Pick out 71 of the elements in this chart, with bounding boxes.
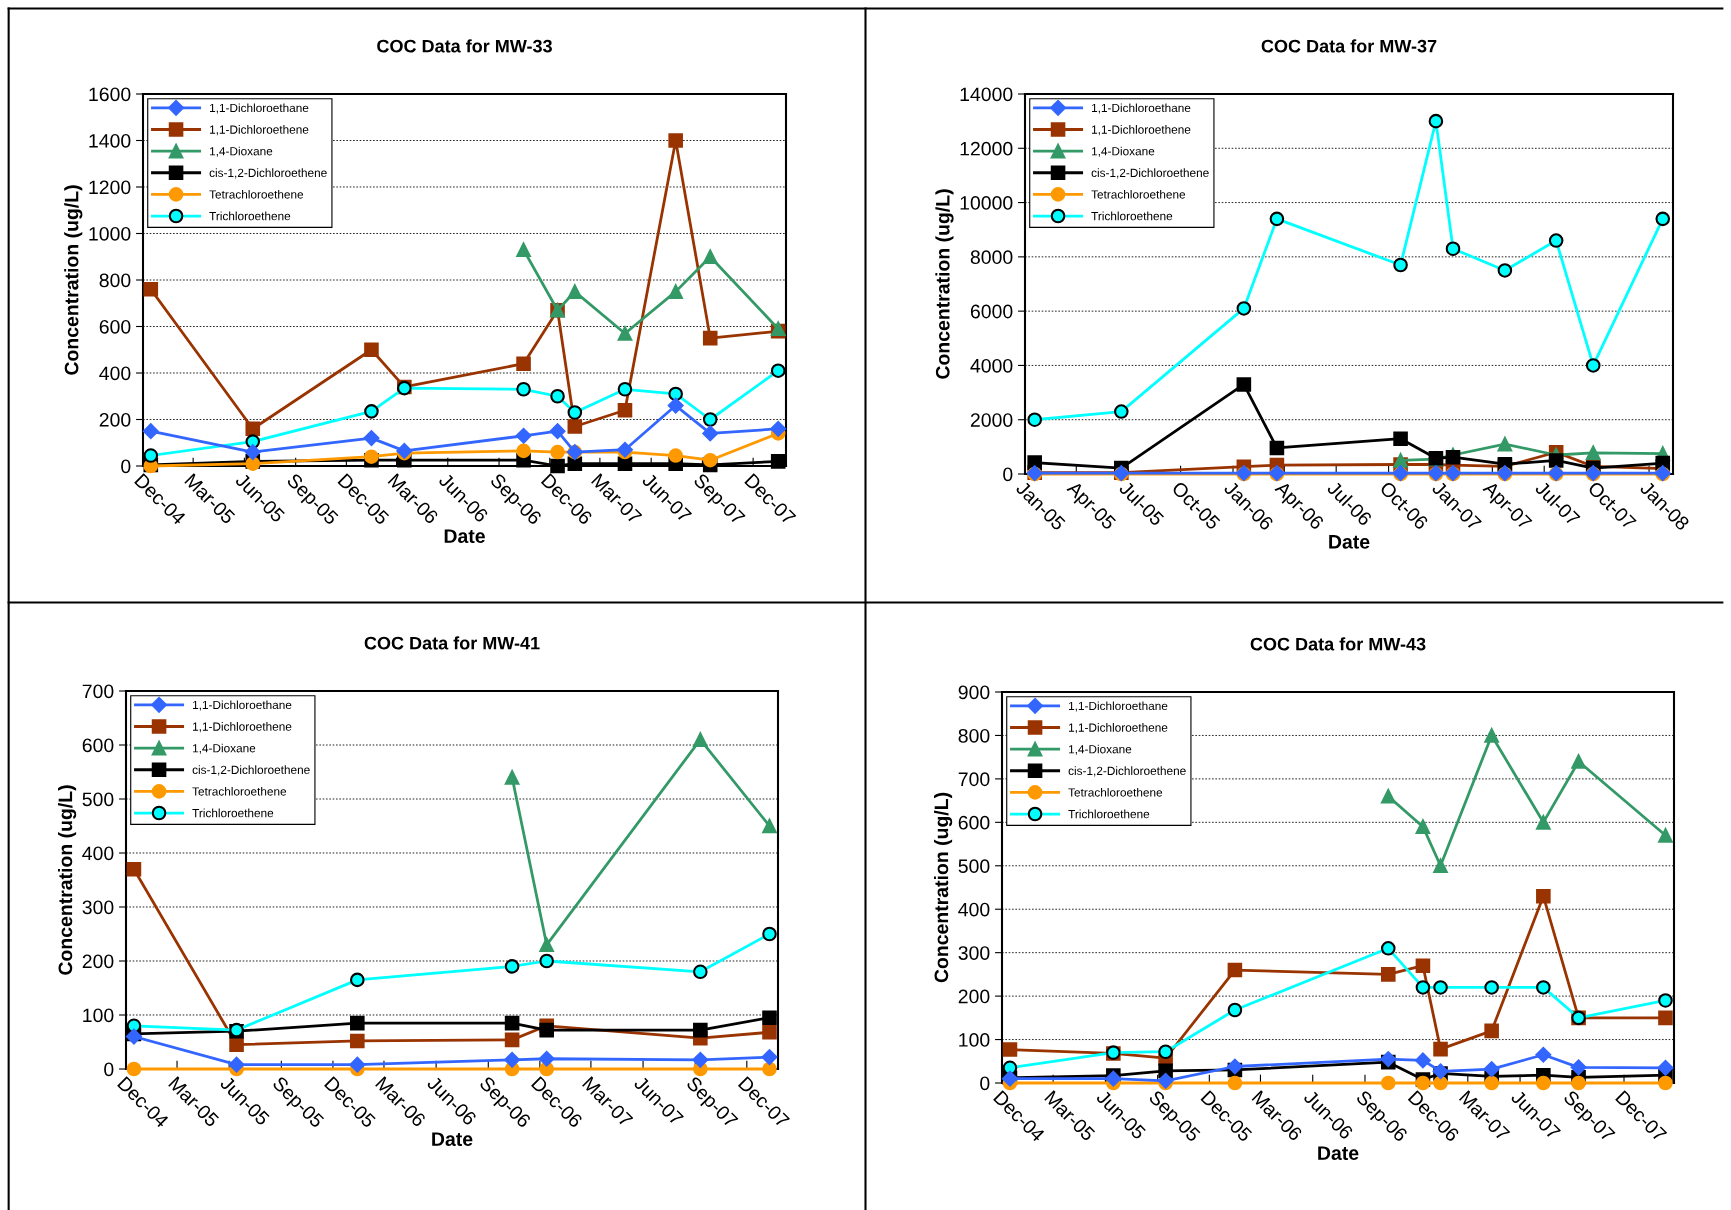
legend-label: Trichloroethene [1091, 211, 1173, 221]
legend-label: 1,1-Dichloroethene [1092, 125, 1191, 136]
y-tick-label: 0 [980, 1076, 990, 1091]
legend-label: Trichloroethene [192, 808, 274, 818]
legend-label: Tetrachloroethene [192, 786, 287, 796]
y-tick-label: 800 [958, 728, 990, 743]
y-tick-label: 12000 [960, 141, 1013, 156]
legend-label: 1,1-Dichloroethene [1069, 723, 1168, 734]
y-tick-label: 8000 [970, 250, 1013, 265]
y-tick-label: 1600 [89, 87, 131, 102]
chart-title: COC Data for MW-41 [364, 636, 540, 650]
legend-label: Trichloroethene [1068, 809, 1150, 819]
x-axis-title: Date [1329, 535, 1370, 549]
y-tick-label: 6000 [970, 304, 1013, 319]
y-tick-label: 100 [959, 1033, 990, 1047]
y-axis-title: Concentration (ug/L) [933, 792, 953, 983]
y-tick-label: 700 [958, 772, 990, 787]
legend-label: 1,4-Dioxane [210, 146, 273, 157]
y-tick-label: 200 [82, 954, 114, 969]
y-tick-label: 400 [958, 902, 990, 917]
y-tick-label: 600 [958, 815, 990, 830]
y-tick-label: 600 [99, 319, 131, 334]
legend-label: Tetrachloroethene [1068, 787, 1163, 797]
y-tick-label: 600 [82, 738, 114, 753]
y-tick-label: 1400 [89, 133, 131, 148]
y-tick-label: 0 [104, 1062, 114, 1077]
chart-title: COC Data for MW-43 [1250, 637, 1426, 651]
legend-label: 1,4-Dioxane [1069, 744, 1132, 755]
y-axis-title: Concentration (ug/L) [64, 185, 83, 375]
legend-label: 1,1-Dichloroethene [210, 125, 309, 136]
chart-title: COC Data for MW-33 [377, 39, 552, 53]
legend-label: cis-1,2-Dichloroethene [192, 765, 310, 776]
legend-label: 1,1-Dichloroethane [193, 700, 292, 711]
legend-label: 1,1-Dichloroethene [193, 722, 292, 733]
legend-label: cis-1,2-Dichloroethene [1091, 168, 1209, 179]
y-tick-label: 14000 [960, 87, 1013, 102]
legend-label: 1,1-Dichloroethane [210, 103, 309, 114]
y-axis-title: Concentration (ug/L) [57, 785, 77, 975]
y-tick-label: 0 [121, 459, 131, 474]
y-tick-label: 700 [82, 684, 114, 699]
y-tick-label: 500 [82, 792, 114, 807]
y-tick-label: 100 [83, 1008, 114, 1023]
x-axis-title: Date [1318, 1146, 1359, 1160]
y-tick-label: 0 [1003, 467, 1013, 482]
legend-label: Trichloroethene [209, 211, 291, 221]
y-tick-label: 400 [82, 846, 114, 861]
x-axis-title: Date [432, 1132, 473, 1146]
y-tick-label: 400 [99, 366, 131, 381]
legend-label: cis-1,2-Dichloroethene [1068, 766, 1186, 777]
legend-label: 1,1-Dichloroethane [1069, 701, 1168, 712]
legend-label: Tetrachloroethene [209, 189, 304, 199]
legend-label: cis-1,2-Dichloroethene [209, 168, 327, 179]
y-tick-label: 2000 [970, 413, 1013, 427]
y-tick-label: 800 [99, 273, 131, 288]
legend-label: 1,1-Dichloroethane [1092, 103, 1191, 114]
y-tick-label: 900 [958, 685, 990, 700]
y-tick-label: 4000 [970, 358, 1013, 373]
y-tick-label: 300 [958, 946, 990, 960]
y-tick-label: 300 [82, 900, 114, 915]
y-tick-label: 1000 [89, 226, 131, 241]
y-tick-label: 200 [99, 412, 131, 427]
y-tick-label: 500 [958, 859, 990, 874]
legend-label: Tetrachloroethene [1091, 189, 1186, 199]
y-tick-label: 200 [958, 989, 990, 1004]
legend-label: 1,4-Dioxane [1092, 146, 1155, 157]
y-tick-label: 10000 [960, 196, 1013, 210]
x-axis-title: Date [444, 529, 485, 543]
y-axis-title: Concentration (ug/L) [935, 189, 954, 379]
y-tick-label: 1200 [89, 180, 131, 195]
chart-title: COC Data for MW-37 [1261, 39, 1437, 53]
legend-label: 1,4-Dioxane [193, 743, 256, 754]
